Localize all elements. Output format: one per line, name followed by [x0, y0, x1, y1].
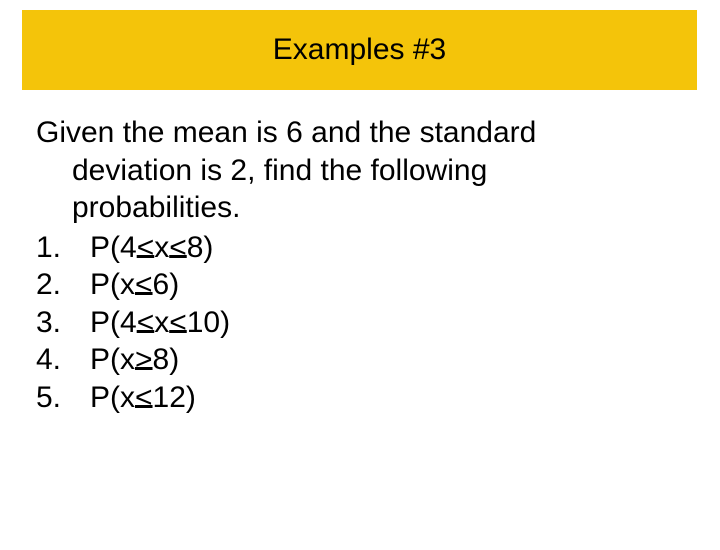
list-item: 1. P(4<x<8): [36, 229, 684, 267]
item-number: 2.: [36, 266, 90, 304]
intro-line-2: deviation is 2, find the following: [36, 152, 684, 190]
list-item: 3. P(4<x<10): [36, 304, 684, 342]
intro-text: Given the mean is 6 and the standard dev…: [36, 114, 684, 227]
item-text: P(x>8): [90, 341, 684, 379]
item-number: 1.: [36, 229, 90, 267]
item-text: P(x<6): [90, 266, 684, 304]
item-text: P(4<x<8): [90, 229, 684, 267]
item-number: 5.: [36, 379, 90, 417]
title-banner: Examples #3: [22, 10, 697, 90]
item-text: P(x<12): [90, 379, 684, 417]
problem-list: 1. P(4<x<8) 2. P(x<6) 3. P(4<x<10) 4. P(…: [36, 229, 684, 417]
intro-line-1: Given the mean is 6 and the standard: [36, 114, 684, 152]
slide-body: Given the mean is 6 and the standard dev…: [0, 90, 720, 416]
item-number: 3.: [36, 304, 90, 342]
item-text: P(4<x<10): [90, 304, 684, 342]
intro-line-3: probabilities.: [36, 189, 684, 227]
page-title: Examples #3: [273, 33, 446, 67]
list-item: 2. P(x<6): [36, 266, 684, 304]
list-item: 5. P(x<12): [36, 379, 684, 417]
item-number: 4.: [36, 341, 90, 379]
list-item: 4. P(x>8): [36, 341, 684, 379]
